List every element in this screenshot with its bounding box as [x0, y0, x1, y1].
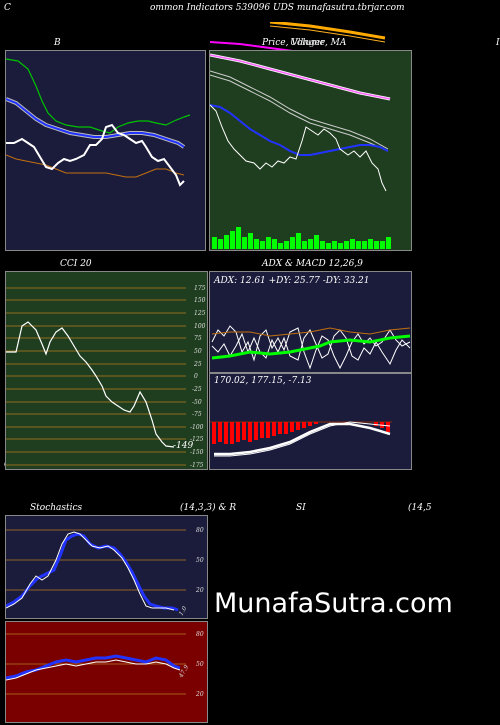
cci-tick-n175: -175	[190, 462, 204, 469]
stoch-tick-50: 50	[196, 557, 204, 564]
rsi-tick-80: 80	[196, 631, 204, 638]
cci-tick-100: 100	[194, 323, 206, 330]
cci-tick-n100: -100	[190, 424, 204, 431]
cci-tick-0: 0	[194, 373, 198, 380]
price-chart	[210, 53, 391, 249]
page-header-title: ommon Indicators 539096 UDS munafasutra.…	[150, 3, 405, 13]
cci-tick-75: 75	[194, 335, 202, 342]
adx-panel: ADX: 12.61 +DY: 25.77 -DY: 33.21	[209, 271, 412, 373]
cci-title: CCI 20	[60, 259, 92, 269]
macd-readout: 170.02, 177.15, -7.13	[214, 376, 312, 386]
cci-tick-125: 125	[194, 310, 206, 317]
macd-chart	[210, 421, 392, 457]
bollinger-panel	[5, 50, 206, 251]
adx-readout: ADX: 12.61 +DY: 25.77 -DY: 33.21	[214, 276, 370, 286]
stoch-side-label: 1.0	[178, 605, 189, 617]
cci-tick-n125: -125	[190, 436, 204, 443]
cci-tick-175: 175	[194, 285, 206, 292]
stoch-tick-80: 80	[196, 527, 204, 534]
rsi-chart: 80 50 20 47.9	[6, 631, 204, 698]
rsi-tick-20: 20	[195, 691, 204, 698]
cci-last-value-label: -149	[173, 441, 193, 451]
cci-tick-150: 150	[194, 297, 206, 304]
cci-tick-n25: -25	[192, 386, 202, 393]
stochastics-panel: 80 50 20 1.0	[5, 515, 208, 619]
price-panel	[209, 50, 412, 251]
stochastics-chart: 80 50 20 1.0	[6, 527, 204, 617]
cci-tick-25: 25	[193, 361, 202, 368]
cci-tick-n150: -150	[190, 449, 204, 456]
price-overlay-label: Ullnger	[290, 38, 325, 48]
rsi-title: SI	[296, 503, 306, 513]
rsi-tick-50: 50	[196, 661, 204, 668]
stochastics-title: Stochastics	[30, 503, 83, 513]
cci-tick-n75: -75	[192, 411, 202, 418]
macd-panel: 170.02, 177.15, -7.13	[209, 373, 412, 470]
cci-tick-50: 50	[194, 348, 202, 355]
rsi-panel: 80 50 20 47.9	[5, 621, 208, 723]
stochastics-params: (14,3,3) & R	[180, 503, 237, 513]
brand-watermark: MunafaSutra.com	[214, 588, 453, 619]
edge-letter-top-left: C	[4, 3, 11, 13]
cci-tick-n50: -50	[192, 399, 202, 406]
price-title: Price, Volume, MA	[262, 38, 347, 48]
cci-panel: 175 150 125 100 75 50 25 0 -25 -50 -75 -…	[5, 271, 208, 470]
bollinger-title: B	[54, 38, 61, 48]
stoch-tick-20: 20	[195, 587, 204, 594]
cci-chart: 175 150 125 100 75 50 25 0 -25 -50 -75 -…	[6, 285, 206, 469]
rsi-params: (14,5	[408, 503, 432, 513]
bollinger-chart	[6, 58, 191, 187]
adx-chart	[211, 325, 411, 370]
adx-macd-title: ADX & MACD 12,26,9	[262, 259, 363, 269]
edge-letter-top-right: I	[496, 38, 500, 48]
